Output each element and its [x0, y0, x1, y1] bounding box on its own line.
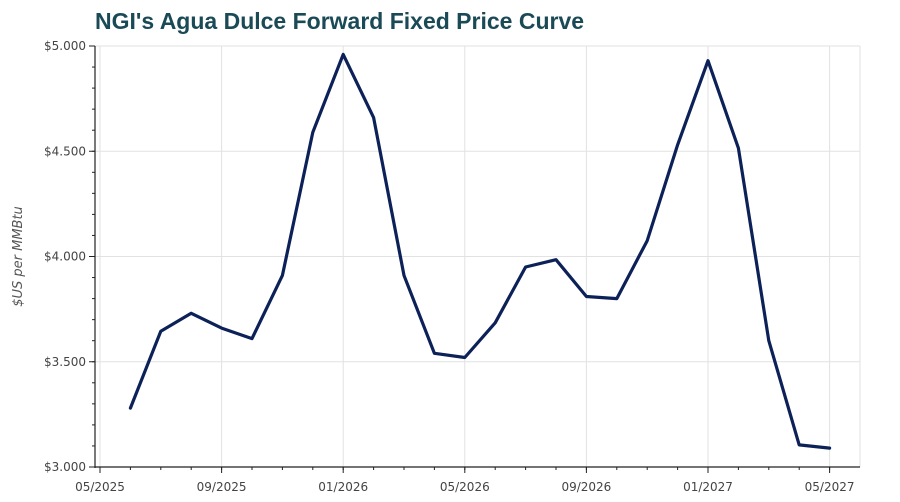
- axes: $3.000 $3.500 $4.000 $4.500 $5.000 05/2025 09/…: [44, 39, 860, 494]
- x-tick-label: 05/2026: [440, 480, 490, 494]
- x-tick-label: 05/2027: [805, 480, 855, 494]
- x-tick-label: 01/2026: [318, 480, 368, 494]
- series-line: [128, 52, 832, 450]
- y-tick-label: $5.000: [44, 39, 86, 53]
- series-layer: [128, 52, 832, 450]
- y-tick-label: $4.000: [44, 250, 86, 264]
- y-tick-label: $4.500: [44, 144, 86, 158]
- chart-title: NGI's Agua Dulce Forward Fixed Price Cur…: [95, 8, 585, 34]
- y-axis-label: $US per MMBtu: [11, 206, 26, 307]
- x-tick-label: 09/2026: [561, 480, 611, 494]
- x-tick-label: 01/2027: [683, 480, 733, 494]
- y-tick-label: $3.500: [44, 355, 86, 369]
- grid: [95, 45, 861, 468]
- x-tick-label: 09/2025: [197, 480, 247, 494]
- y-tick-label: $3.000: [44, 460, 86, 474]
- x-tick-label: 05/2025: [75, 480, 125, 494]
